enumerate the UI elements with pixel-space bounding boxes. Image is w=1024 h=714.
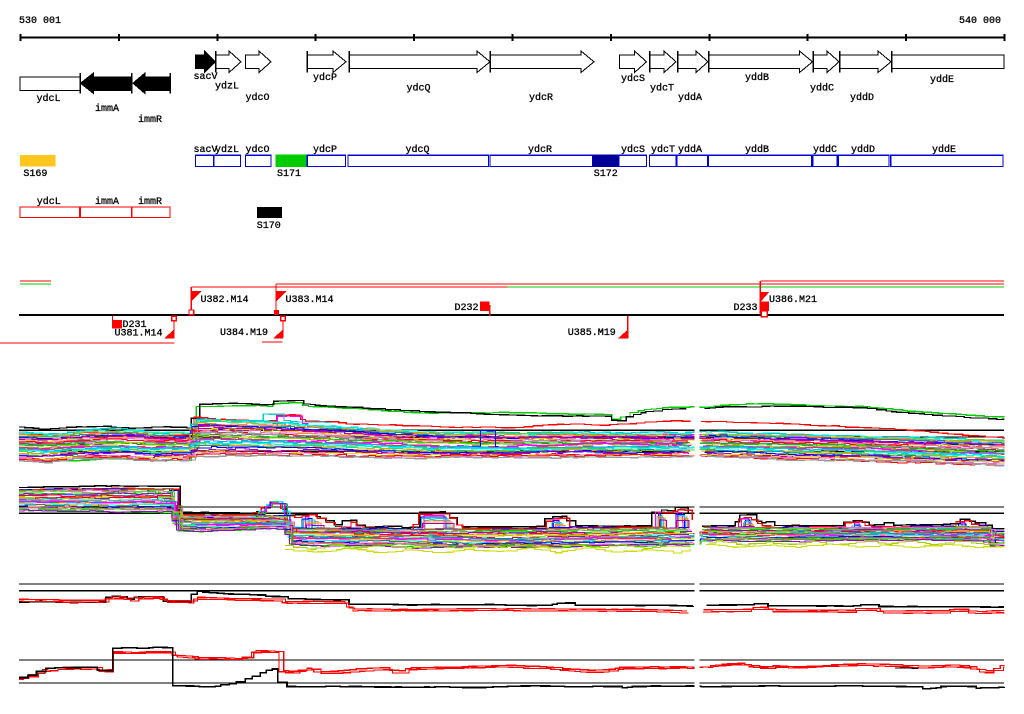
- svg-text:yddC: yddC: [810, 83, 834, 95]
- svg-text:ydcL: ydcL: [37, 196, 61, 208]
- svg-text:U381.M14: U381.M14: [115, 329, 163, 340]
- svg-text:U384.M19: U384.M19: [220, 328, 268, 339]
- svg-text:ydcP: ydcP: [313, 72, 337, 84]
- svg-text:yddE: yddE: [932, 144, 956, 156]
- svg-text:S172: S172: [594, 169, 618, 180]
- svg-text:ydzL: ydzL: [215, 144, 239, 156]
- svg-text:yddE: yddE: [930, 74, 954, 86]
- svg-text:S169: S169: [23, 169, 47, 180]
- svg-text:540 000: 540 000: [959, 16, 1001, 27]
- svg-text:immR: immR: [138, 196, 162, 208]
- svg-text:yddD: yddD: [851, 144, 875, 156]
- svg-text:ydcT: ydcT: [651, 144, 675, 156]
- svg-text:ydcQ: ydcQ: [406, 83, 430, 95]
- svg-text:ydcR: ydcR: [529, 92, 553, 104]
- svg-text:immA: immA: [95, 196, 119, 208]
- svg-text:U386.M21: U386.M21: [769, 295, 817, 306]
- svg-text:yddA: yddA: [678, 92, 702, 104]
- svg-text:D231: D231: [123, 320, 147, 331]
- svg-text:ydcL: ydcL: [36, 93, 60, 105]
- svg-text:ydcO: ydcO: [245, 92, 269, 104]
- svg-text:D233: D233: [734, 303, 758, 314]
- svg-text:ydcT: ydcT: [650, 83, 674, 95]
- svg-text:ydcS: ydcS: [621, 144, 645, 156]
- svg-text:U385.M19: U385.M19: [568, 328, 616, 339]
- svg-text:ydcQ: ydcQ: [405, 144, 429, 156]
- svg-text:sacV: sacV: [193, 145, 217, 156]
- svg-text:yddB: yddB: [745, 144, 769, 156]
- svg-text:ydcS: ydcS: [621, 73, 645, 85]
- svg-text:yddD: yddD: [850, 92, 874, 104]
- svg-text:U383.M14: U383.M14: [286, 295, 334, 306]
- svg-text:S170: S170: [257, 221, 281, 232]
- svg-text:ydcP: ydcP: [313, 144, 337, 156]
- svg-text:sacV: sacV: [193, 72, 217, 83]
- svg-text:D232: D232: [455, 303, 479, 314]
- svg-text:ydcR: ydcR: [528, 144, 552, 156]
- svg-text:immA: immA: [95, 103, 119, 115]
- svg-text:yddA: yddA: [678, 144, 702, 156]
- svg-text:ydcO: ydcO: [245, 144, 269, 156]
- svg-text:yddB: yddB: [745, 72, 769, 84]
- svg-text:U382.M14: U382.M14: [201, 295, 249, 306]
- svg-text:530 001: 530 001: [19, 16, 61, 27]
- svg-text:ydzL: ydzL: [215, 81, 239, 93]
- svg-text:immR: immR: [138, 114, 162, 126]
- svg-text:S171: S171: [277, 169, 301, 180]
- svg-text:yddC: yddC: [813, 144, 837, 156]
